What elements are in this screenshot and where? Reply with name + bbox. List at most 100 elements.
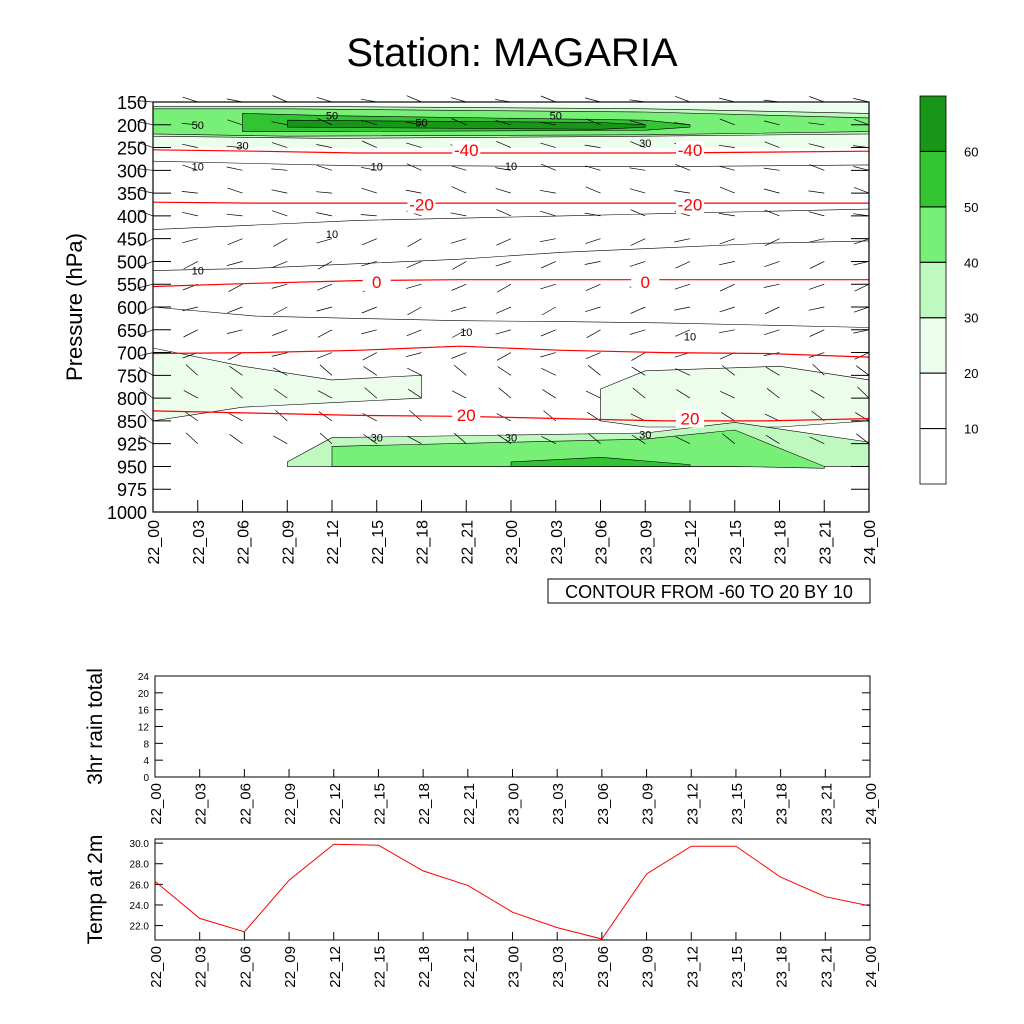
x-tick-label: 22_00 [146, 520, 163, 565]
wind-barb [227, 306, 243, 314]
wind-barb [675, 368, 691, 376]
x-tick-label: 23_18 [773, 520, 790, 565]
wind-speed-contour-label: 50 [192, 120, 204, 132]
wind-barb [362, 413, 377, 422]
wind-barb [408, 388, 422, 399]
wind-barb [541, 306, 556, 316]
wind-speed-contour-10-1 [152, 208, 870, 230]
wind-barb [809, 436, 825, 445]
wind-barb [719, 261, 735, 266]
wind-barb [853, 118, 870, 126]
wind-barb [720, 390, 735, 399]
wind-barb [137, 141, 154, 148]
wind-barb [228, 283, 243, 293]
wind-barb [405, 189, 422, 194]
wind-barb [495, 329, 512, 335]
wind-barb [451, 118, 467, 126]
temperature-x-tick-label: 23_06 [595, 946, 612, 988]
x-tick-label: 22_15 [370, 520, 387, 565]
temperature-x-tick-label: 23_18 [774, 946, 791, 988]
temperature-x-tick-label: 23_09 [640, 946, 657, 988]
wind-speed-contour-label: 50 [550, 111, 562, 123]
wind-barb [407, 238, 422, 248]
wind-barb [450, 306, 467, 312]
wind-barb [137, 121, 154, 126]
wind-barb [766, 388, 780, 399]
wind-barb [182, 238, 198, 244]
wind-barb [630, 306, 646, 314]
temperature-label-bg [676, 409, 704, 428]
rain-x-tick-label: 23_18 [774, 783, 791, 825]
wind-barb [585, 165, 601, 171]
wind-barb [137, 100, 154, 103]
wind-barb [495, 188, 512, 194]
temperature-x-tick-label: 22_18 [416, 946, 433, 988]
wind-barb [809, 329, 825, 337]
temperature-contour-label: 0 [641, 273, 650, 292]
wind-barb [540, 329, 556, 337]
wind-barb [450, 165, 467, 171]
cross-section-panel: -40 -40 -20 -20 0 0 20 20 50 50 50 50 30 30 10 10 10 10 10… [62, 93, 879, 565]
wind-barb [585, 283, 601, 292]
wind-barb [629, 261, 646, 267]
rain-x-tick-label: 23_03 [550, 783, 567, 825]
wind-barb [632, 387, 646, 399]
wind-barb [584, 212, 601, 217]
temperature-x-tick-label: 22_06 [237, 946, 254, 988]
y-tick-label: 800 [117, 389, 147, 409]
rain-x-tick-label: 22_00 [148, 783, 165, 825]
wind-barb [585, 238, 601, 244]
temperature-panel: 22.0 24.0 26.0 28.0 30.0 22_00 22_03 22_06 22_09… [84, 835, 880, 988]
colorbar-box [919, 206, 947, 263]
wind-barb [141, 409, 154, 422]
contour-info-box: CONTOUR FROM -60 TO 20 BY 10 [547, 578, 871, 604]
wind-barb [228, 352, 243, 361]
wind-barb [317, 261, 333, 270]
wind-barb [138, 238, 154, 247]
colorbar-box [919, 95, 947, 152]
wind-barb [451, 283, 467, 291]
wind-barb [272, 261, 288, 268]
wind-barb [181, 191, 198, 194]
wind-barb [675, 261, 691, 269]
wind-barb [181, 123, 198, 126]
wind-barb [631, 352, 646, 361]
wind-barb [361, 329, 377, 335]
rain-x-tick-label: 22_12 [327, 783, 344, 825]
wind-barb [406, 283, 422, 289]
wind-barb [808, 238, 825, 243]
low-level-jet-40 [331, 429, 825, 469]
wind-barb [808, 190, 825, 194]
y-tick-label: 1000 [107, 503, 147, 523]
wind-barb [629, 120, 646, 126]
wind-barb [229, 365, 243, 376]
wind-barb [629, 329, 646, 335]
wind-speed-contour-label: 10 [192, 266, 204, 278]
wind-barb [721, 412, 735, 422]
wind-barb [139, 388, 154, 399]
wind-barb [498, 387, 512, 399]
wind-barb [855, 412, 870, 422]
wind-barb [227, 187, 243, 194]
temperature-contour-label: 0 [372, 273, 381, 292]
wind-barb [540, 95, 556, 103]
wind-barb [496, 283, 512, 293]
y-tick-label: 550 [117, 275, 147, 295]
rain-x-tick-label: 22_18 [416, 783, 433, 825]
wind-barb [584, 144, 601, 148]
wind-barb [271, 189, 288, 194]
wind-barb [451, 352, 467, 359]
wind-barb [542, 389, 556, 399]
wind-barb [363, 366, 377, 376]
wind-barb [854, 352, 870, 360]
rain-y-axis-label: 3hr rain total [84, 668, 107, 785]
wind-barb [809, 261, 825, 269]
wind-barb [584, 97, 601, 103]
wind-barb [721, 365, 736, 376]
rain-x-tick-label: 22_03 [193, 783, 210, 825]
x-tick-label: 22_12 [325, 520, 342, 565]
wind-speed-colorbar: 10 20 30 40 50 60 [919, 95, 978, 485]
wind-barb [230, 387, 243, 399]
wind-speed-contour-label: 10 [505, 161, 517, 173]
